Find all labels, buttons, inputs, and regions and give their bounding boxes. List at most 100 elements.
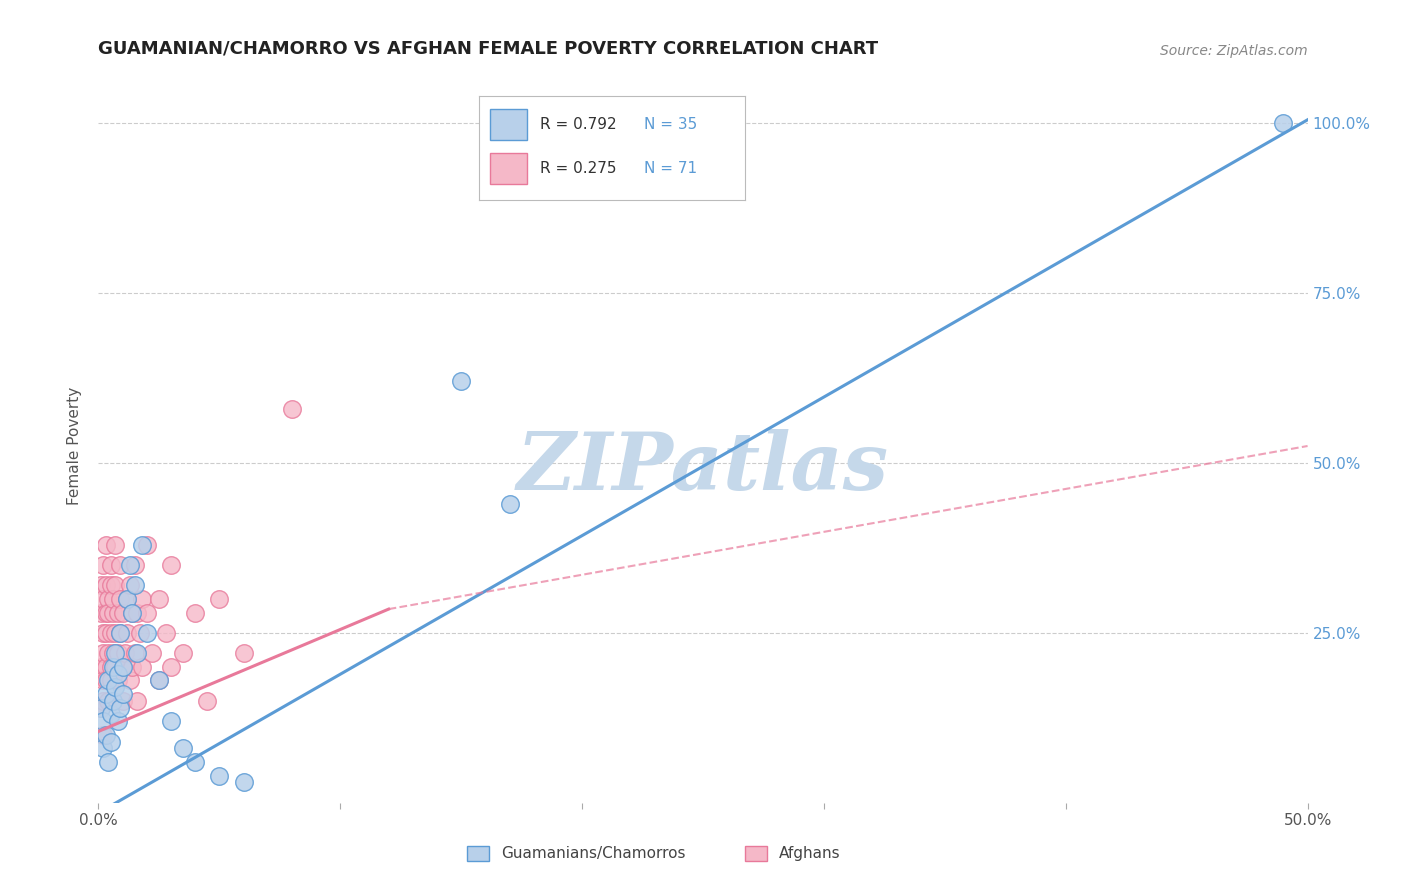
Point (94, 673, 117, 688)
Point (101, 606, 124, 620)
Point (94, 578, 117, 592)
Point (148, 591, 170, 606)
Point (104, 646, 127, 660)
Point (94, 626, 117, 640)
Point (195, 694, 218, 708)
FancyBboxPatch shape (467, 846, 489, 862)
Point (148, 673, 170, 688)
Point (90, 578, 112, 592)
Point (160, 660, 183, 674)
Point (124, 578, 146, 592)
Point (91, 728, 114, 742)
Point (135, 537, 157, 551)
Point (91, 694, 114, 708)
Point (184, 606, 207, 620)
Point (131, 660, 153, 674)
Point (135, 606, 157, 620)
Point (90, 700, 112, 714)
Point (128, 626, 150, 640)
Point (101, 694, 124, 708)
Point (97, 673, 120, 688)
Point (281, 401, 304, 416)
Text: ZIPatlas: ZIPatlas (517, 429, 889, 506)
Point (208, 769, 231, 783)
Point (121, 606, 143, 620)
Point (104, 680, 127, 694)
Point (111, 694, 134, 708)
Point (141, 646, 163, 660)
Point (91, 646, 114, 660)
Y-axis label: Female Poverty: Female Poverty (67, 387, 83, 505)
Point (498, 497, 520, 511)
Point (232, 646, 254, 660)
Point (100, 626, 122, 640)
Point (101, 694, 124, 708)
Point (155, 626, 177, 640)
Point (100, 578, 122, 592)
Point (94, 728, 117, 742)
Point (94, 606, 117, 620)
Point (118, 673, 141, 688)
Point (118, 558, 141, 572)
Point (107, 646, 129, 660)
Point (121, 606, 143, 620)
Text: Afghans: Afghans (779, 846, 841, 861)
Point (208, 591, 231, 606)
Point (111, 660, 134, 674)
Point (160, 558, 183, 572)
Point (121, 660, 143, 674)
Point (127, 694, 149, 708)
Point (450, 375, 472, 389)
Point (117, 591, 139, 606)
Point (127, 606, 149, 620)
Point (131, 537, 153, 551)
Point (117, 591, 139, 606)
Point (94, 660, 117, 674)
Point (94, 687, 117, 701)
Point (100, 673, 122, 688)
Point (135, 626, 157, 640)
Point (1272, 116, 1295, 130)
Point (117, 626, 139, 640)
Point (91, 741, 114, 756)
Point (107, 666, 129, 681)
Point (108, 700, 131, 714)
Point (148, 673, 170, 688)
Point (114, 646, 136, 660)
Point (101, 591, 124, 606)
Point (91, 714, 114, 729)
Point (97, 755, 120, 769)
Point (108, 591, 131, 606)
Point (101, 646, 124, 660)
Point (172, 741, 194, 756)
Point (111, 660, 134, 674)
Point (184, 755, 207, 769)
Point (124, 558, 146, 572)
Point (94, 537, 117, 551)
Point (90, 660, 112, 674)
Point (101, 660, 124, 674)
Point (107, 714, 129, 729)
Point (127, 646, 149, 660)
Point (97, 646, 120, 660)
FancyBboxPatch shape (745, 846, 768, 862)
Point (90, 606, 112, 620)
Point (131, 591, 153, 606)
Point (108, 626, 131, 640)
Point (104, 626, 127, 640)
Point (107, 673, 129, 688)
Point (97, 694, 120, 708)
Point (97, 606, 120, 620)
Text: GUAMANIAN/CHAMORRO VS AFGHAN FEMALE POVERTY CORRELATION CHART: GUAMANIAN/CHAMORRO VS AFGHAN FEMALE POVE… (98, 40, 879, 58)
Point (91, 626, 114, 640)
Point (160, 714, 183, 729)
Point (104, 537, 127, 551)
Point (118, 578, 141, 592)
Point (104, 578, 127, 592)
Point (107, 606, 129, 620)
Point (232, 775, 254, 789)
Point (111, 687, 134, 701)
Point (172, 646, 194, 660)
Text: Source: ZipAtlas.com: Source: ZipAtlas.com (1160, 44, 1308, 58)
Text: Guamanians/Chamorros: Guamanians/Chamorros (501, 846, 686, 861)
